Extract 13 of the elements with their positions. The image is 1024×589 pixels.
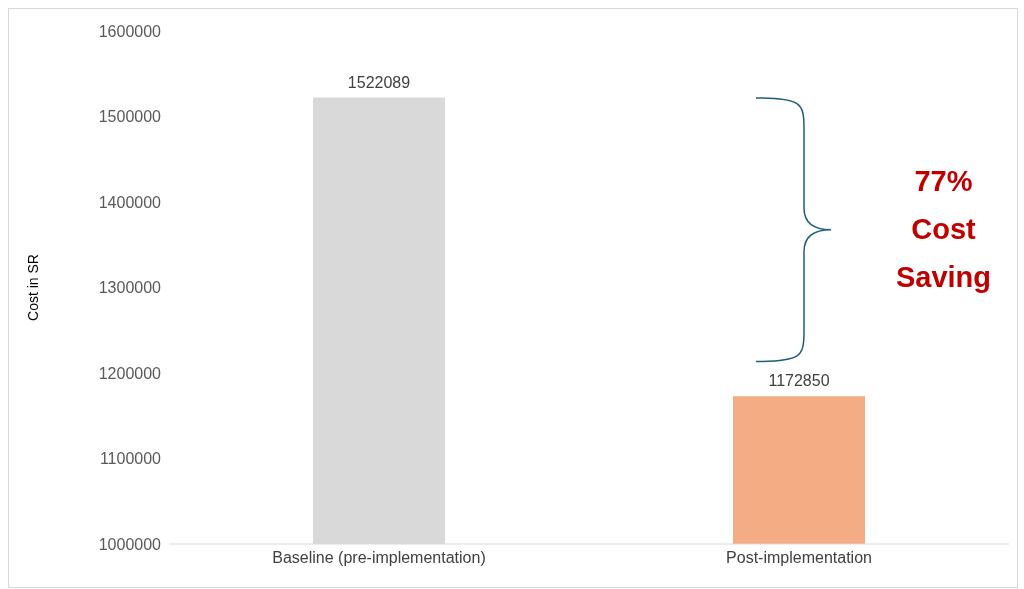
annotation: 77% Cost Saving bbox=[894, 164, 993, 296]
y-tick-label: 1600000 bbox=[98, 22, 162, 40]
y-tick-label: 1400000 bbox=[98, 193, 162, 211]
y-tick-label: 1200000 bbox=[98, 364, 162, 382]
y-axis-title: Cost in SR bbox=[24, 254, 41, 321]
x-tick-label: Baseline (pre-implementation) bbox=[272, 549, 486, 567]
x-tick-label: Post-implementation bbox=[726, 549, 872, 567]
y-tick-label: 1000000 bbox=[98, 535, 162, 553]
data-label: 1522089 bbox=[347, 73, 411, 91]
y-tick-label: 1500000 bbox=[98, 108, 162, 126]
data-label: 1172850 bbox=[768, 372, 830, 390]
y-tick-label: 1100000 bbox=[99, 450, 162, 468]
y-tick-label: 1300000 bbox=[98, 279, 162, 297]
